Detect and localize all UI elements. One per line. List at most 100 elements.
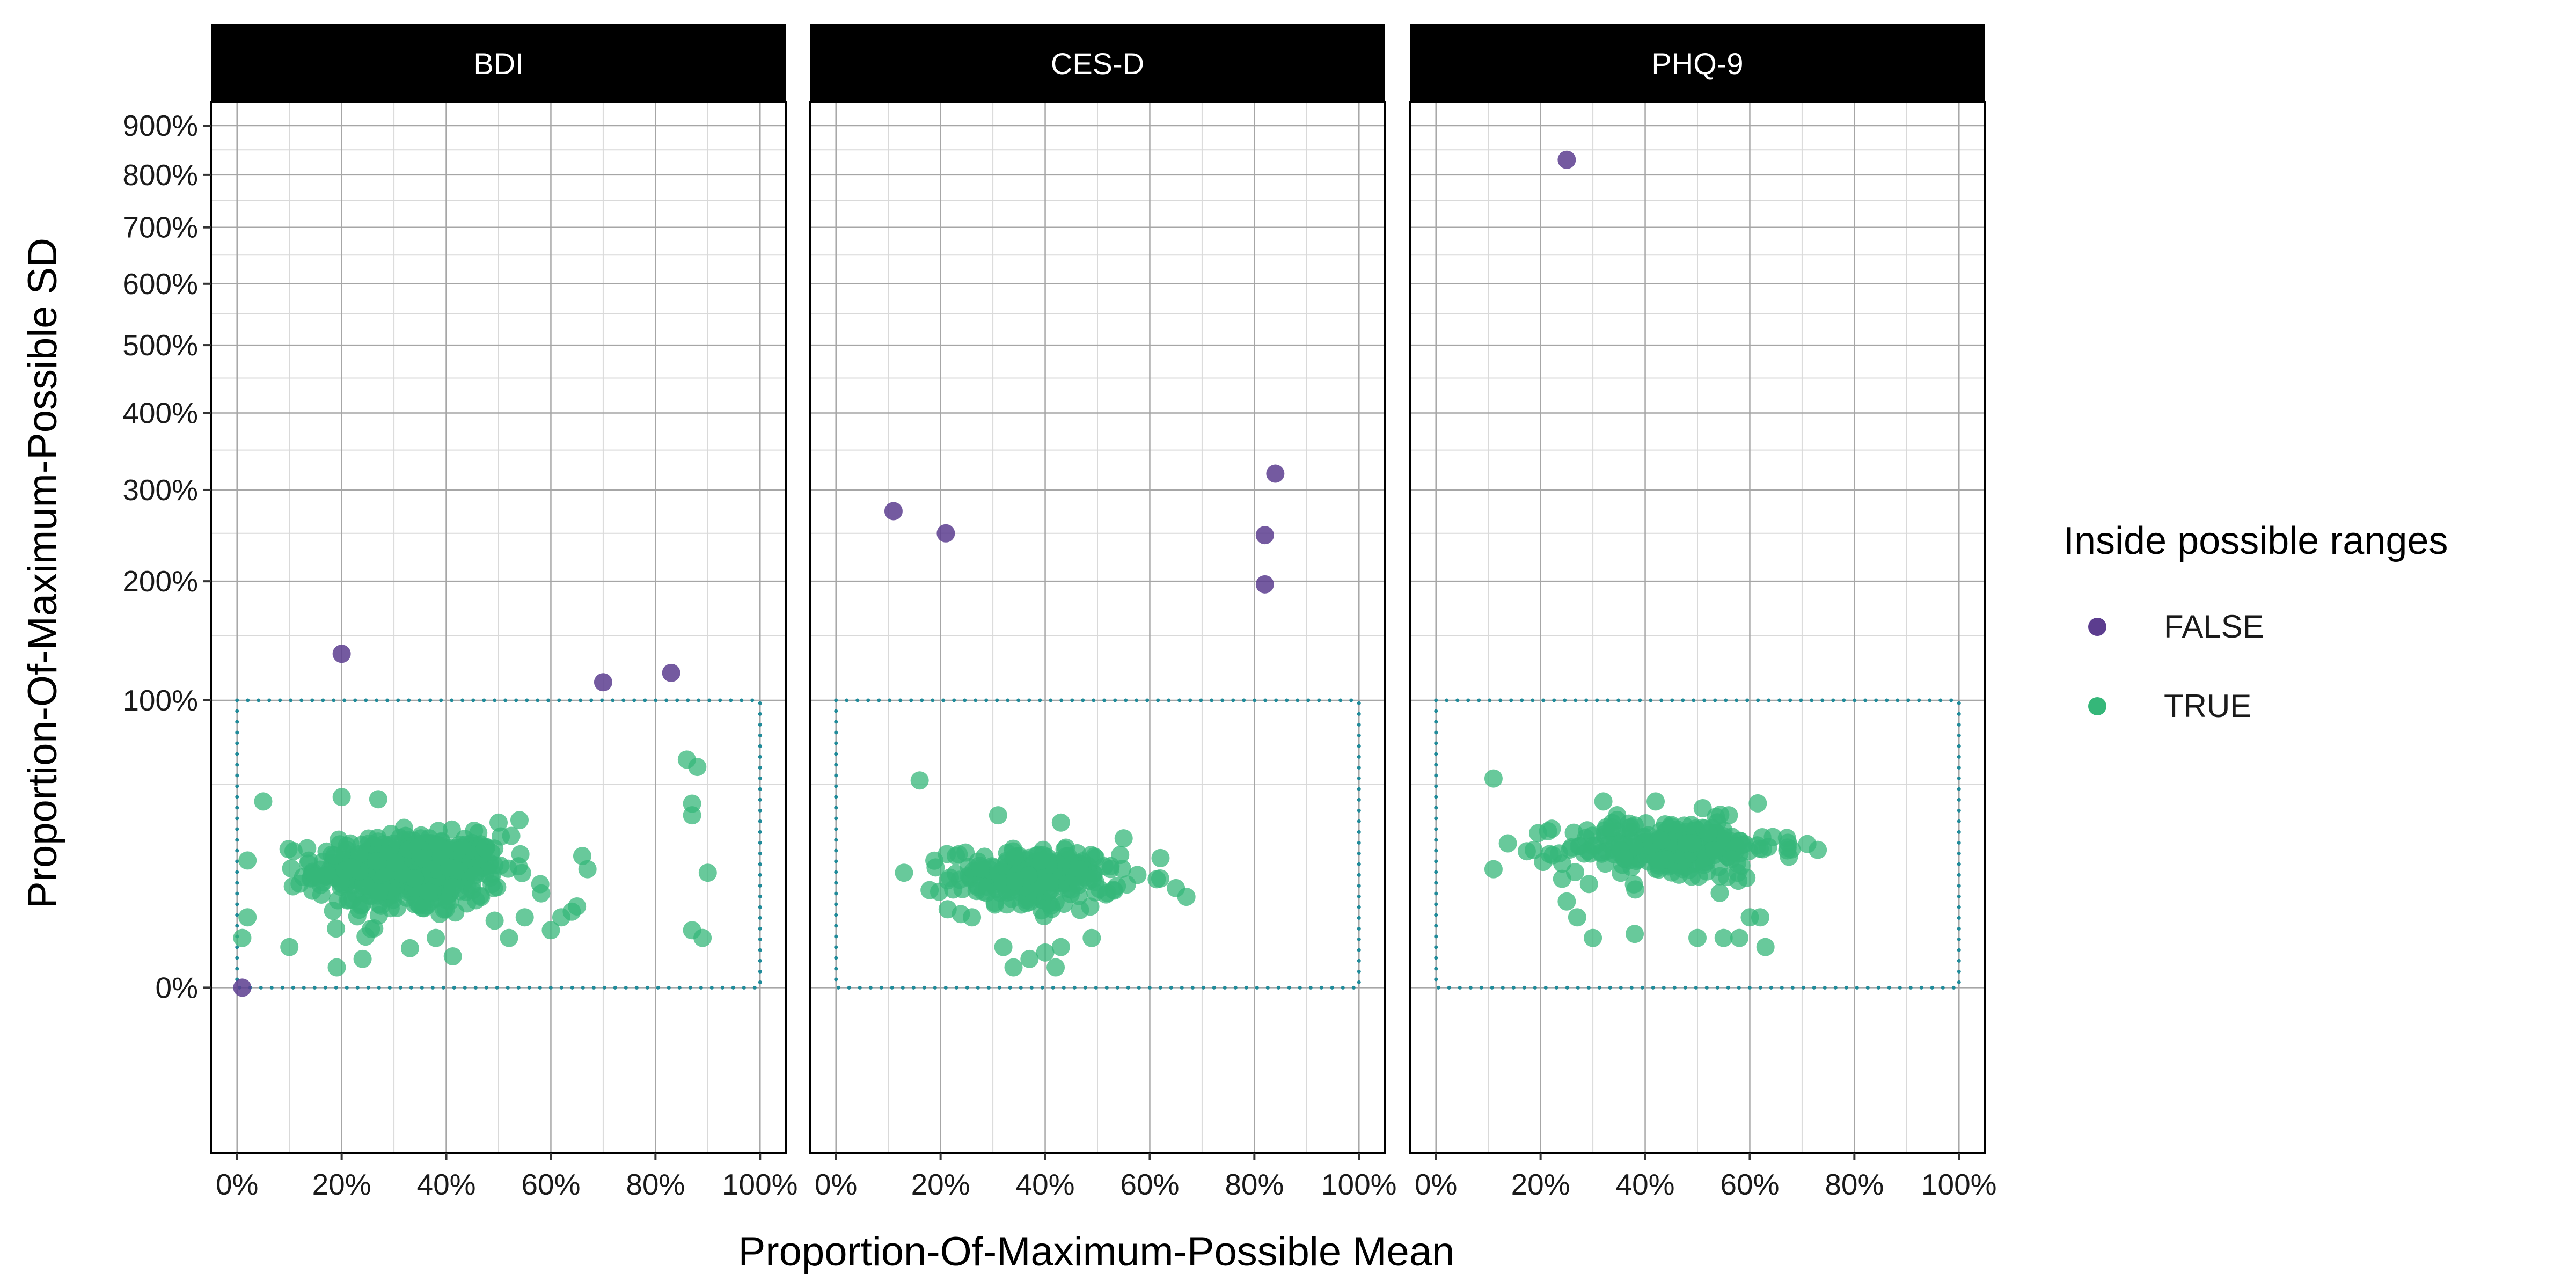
data-point <box>284 842 303 861</box>
data-point <box>1020 949 1039 968</box>
data-point <box>1594 792 1613 811</box>
x-tick-label: 20% <box>312 1168 371 1201</box>
panel-border <box>1409 101 1986 1154</box>
data-point <box>1756 938 1775 956</box>
x-tick-label: 60% <box>1720 1168 1779 1201</box>
data-point <box>1012 895 1030 914</box>
data-point <box>1737 868 1756 887</box>
data-point <box>324 902 342 920</box>
data-point <box>1105 881 1124 900</box>
data-point <box>1646 792 1665 811</box>
data-point <box>414 849 433 868</box>
facet-panel-bdi: BDI 0% 20% 40% 60% 80% 100% <box>210 24 798 1201</box>
data-point <box>469 823 488 842</box>
data-point <box>254 792 273 811</box>
data-point <box>327 919 346 938</box>
data-point <box>303 881 322 900</box>
data-point <box>1733 836 1752 854</box>
facet-panel-phq-9: PHQ-9 0% 20% 40% 60% 80% 100% <box>1409 24 1997 1201</box>
legend-label-false: FALSE <box>2164 609 2264 645</box>
data-point <box>1575 844 1593 863</box>
data-point <box>466 866 485 884</box>
data-point <box>1032 851 1051 870</box>
y-tick-label: 200% <box>122 565 198 598</box>
data-point <box>1740 908 1759 927</box>
data-point <box>910 771 929 790</box>
legend-key-true <box>2088 697 2106 715</box>
data-point <box>1719 806 1738 825</box>
data-point <box>971 859 990 878</box>
data-point <box>1682 867 1701 886</box>
data-point <box>489 813 508 832</box>
data-point <box>409 895 428 913</box>
data-point <box>1636 814 1655 832</box>
x-tick-label: 0% <box>216 1168 259 1201</box>
data-point <box>342 858 361 877</box>
data-point <box>1266 464 1285 483</box>
data-point <box>1710 883 1729 902</box>
data-point <box>400 939 419 957</box>
data-point <box>350 845 369 863</box>
data-point <box>936 524 955 543</box>
data-point <box>233 928 252 947</box>
x-tick-label: 80% <box>1225 1168 1284 1201</box>
facet-panel-ces-d: CES-D 0% 20% 40% 60% 80% 100% <box>809 24 1397 1201</box>
y-axis: 0% 100% 200% 300% 400% 500% 600% 700% 800% 900% <box>122 109 211 1004</box>
x-tick-label: 40% <box>416 1168 475 1201</box>
data-point <box>1046 958 1065 977</box>
data-point <box>327 958 346 977</box>
data-point <box>1004 958 1023 977</box>
x-tick-label: 20% <box>911 1168 970 1201</box>
data-point <box>662 663 680 682</box>
data-point <box>1714 928 1733 947</box>
data-point <box>1051 813 1070 832</box>
data-point <box>1006 872 1024 891</box>
data-point <box>1651 851 1670 870</box>
data-point <box>1071 860 1089 879</box>
legend: Inside possible ranges FALSE TRUE <box>2063 519 2448 724</box>
data-point <box>1081 846 1100 865</box>
x-tick-label: 20% <box>1511 1168 1570 1201</box>
data-point <box>1255 526 1274 545</box>
reference-box <box>1434 698 1961 990</box>
data-point <box>428 836 447 854</box>
data-point <box>1597 818 1615 837</box>
data-point <box>1568 908 1586 927</box>
data-point <box>1699 824 1718 843</box>
data-point <box>280 938 299 956</box>
data-point <box>1557 892 1576 911</box>
data-point <box>1128 866 1147 884</box>
data-point <box>1041 873 1059 891</box>
data-point <box>1517 842 1536 861</box>
data-point <box>386 853 405 872</box>
data-point <box>1498 834 1517 853</box>
data-point <box>1748 794 1767 813</box>
data-point <box>440 858 458 877</box>
data-point <box>1624 875 1643 894</box>
data-point <box>1071 901 1089 919</box>
data-point <box>233 978 252 997</box>
data-point <box>443 878 462 897</box>
x-tick-label: 0% <box>815 1168 858 1201</box>
x-tick-label: 100% <box>1921 1168 1997 1201</box>
data-point <box>1684 834 1702 853</box>
data-point <box>427 928 445 947</box>
data-point <box>511 845 530 863</box>
data-point <box>458 894 477 913</box>
legend-key-false <box>2088 618 2106 636</box>
data-point <box>515 908 534 927</box>
data-point <box>541 921 560 940</box>
data-point <box>332 645 351 663</box>
data-point <box>594 673 612 692</box>
facet-strip <box>211 24 786 102</box>
facet-panels: BDI 0% 20% 40% 60% 80% 100% CES-D 0% 20% 40% 60% 80%… <box>210 24 1997 1201</box>
data-point <box>1619 819 1638 838</box>
data-point <box>325 846 343 865</box>
data-point <box>1656 815 1674 833</box>
data-point <box>369 790 387 809</box>
data-point <box>1652 831 1671 850</box>
y-tick-label: 0% <box>156 971 199 1004</box>
y-tick-label: 700% <box>122 211 198 244</box>
facet-strip <box>810 24 1385 102</box>
